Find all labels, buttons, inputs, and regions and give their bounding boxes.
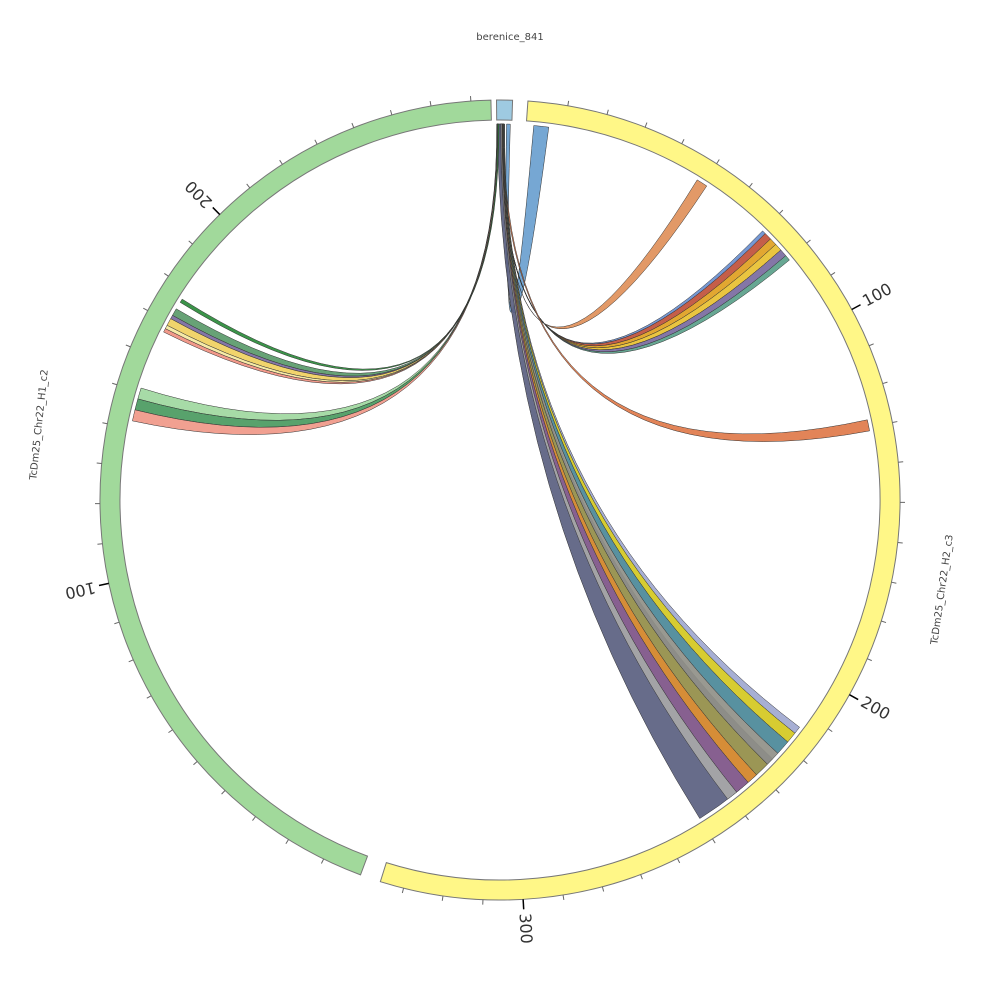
tick-mark (897, 542, 903, 544)
tick-mark (252, 816, 256, 821)
tick-mark (891, 581, 897, 584)
tick-label: 200 (181, 177, 216, 212)
link-ribbon[interactable] (500, 123, 737, 800)
tick-mark (522, 899, 525, 910)
tick-mark (601, 886, 605, 892)
tick-mark (681, 139, 685, 144)
tick-mark (188, 240, 193, 245)
tick-mark (193, 761, 198, 766)
links-layer (132, 123, 870, 819)
tick-mark (851, 304, 861, 311)
tick-label: 300 (515, 913, 536, 945)
segment-h1[interactable] (99, 99, 492, 876)
segment-label-h1: TcDm25_Chr22_H1_c2 (28, 369, 51, 482)
tick-mark (778, 209, 784, 215)
link-ribbon[interactable] (132, 123, 499, 435)
tick-mark (803, 760, 808, 765)
tick-mark (401, 888, 405, 894)
link-ribbon[interactable] (502, 123, 870, 442)
tick-mark (97, 543, 103, 545)
tick-mark (606, 109, 609, 115)
tick-mark (114, 621, 120, 625)
segments-layer (99, 99, 901, 901)
tick-mark (562, 894, 565, 901)
tick-mark (314, 139, 318, 145)
tick-mark (745, 815, 749, 821)
tick-mark (892, 421, 898, 424)
link-ribbon[interactable] (179, 123, 500, 371)
tick-mark (712, 838, 716, 844)
tick-mark (221, 790, 226, 795)
tick-mark (775, 789, 780, 794)
tick-mark (806, 239, 811, 244)
tick-mark (849, 694, 859, 701)
tick-mark (164, 273, 169, 277)
segment-b[interactable] (496, 99, 514, 121)
tick-mark (125, 344, 131, 348)
tick-mark (567, 100, 570, 106)
tick-mark (102, 422, 108, 425)
tick-mark (716, 159, 720, 164)
tick-mark (429, 100, 432, 107)
tick-label: 100 (63, 578, 97, 603)
segment-label-h2: TcDm25_Chr22_H2_c3 (929, 534, 955, 646)
tick-mark (143, 307, 148, 312)
tick-mark (98, 582, 109, 587)
tick-mark (389, 109, 393, 116)
tick-mark (246, 183, 251, 189)
tick-mark (128, 659, 134, 663)
tick-mark (882, 381, 888, 385)
tick-mark (868, 343, 874, 347)
segment-label-berenice: berenice_841 (476, 32, 543, 43)
tick-mark (320, 858, 325, 864)
tick-mark (279, 159, 283, 165)
tick-mark (640, 874, 643, 880)
tick-mark (748, 182, 753, 188)
tick-mark (212, 206, 221, 216)
link-ribbon[interactable] (166, 123, 499, 381)
segment-h2[interactable] (379, 100, 901, 901)
tick-mark (866, 658, 872, 662)
tick-label: 100 (859, 279, 895, 310)
tick-mark (112, 382, 118, 386)
tick-mark (351, 122, 355, 128)
tick-label: 200 (858, 692, 894, 723)
tick-mark (441, 895, 444, 901)
tick-mark (146, 695, 152, 699)
tick-mark (677, 858, 681, 864)
tick-mark (881, 620, 887, 624)
tick-mark (644, 122, 648, 128)
tick-mark (168, 729, 173, 734)
tick-mark (830, 271, 836, 276)
tick-mark (285, 839, 289, 845)
tick-mark (827, 728, 833, 733)
